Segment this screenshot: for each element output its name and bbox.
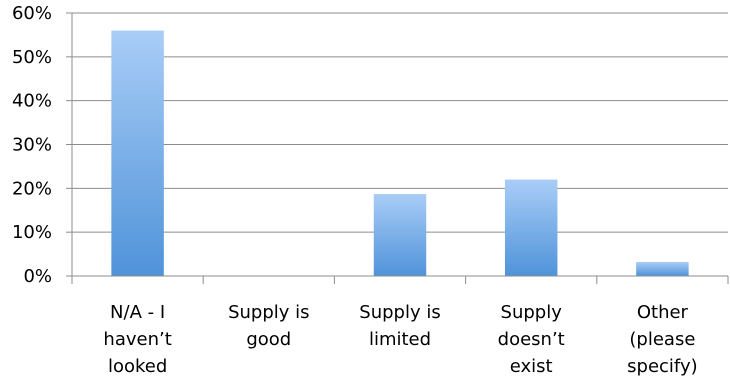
y-tick-label: 0% <box>23 266 52 287</box>
x-category-label: Supply doesn’t exist <box>498 302 565 377</box>
bar <box>111 30 164 277</box>
bar <box>373 194 427 276</box>
y-tick-labels: 0% 10% 20% 30% 40% 50% 60% <box>12 3 72 287</box>
y-tick-label: 10% <box>12 222 52 243</box>
y-tick-label: 40% <box>12 91 52 112</box>
x-category-label: Supply is good <box>228 302 309 350</box>
y-tick-label: 30% <box>12 135 52 156</box>
x-category-label: Other (please specify) <box>627 302 697 377</box>
bars <box>111 30 689 277</box>
bar <box>636 261 689 276</box>
y-tick-label: 50% <box>12 47 52 68</box>
y-tick-label: 60% <box>12 3 52 24</box>
bar <box>504 179 558 276</box>
x-category-label: Supply is limited <box>359 302 440 350</box>
y-tick-label: 20% <box>12 178 52 199</box>
gridlines <box>72 12 728 233</box>
